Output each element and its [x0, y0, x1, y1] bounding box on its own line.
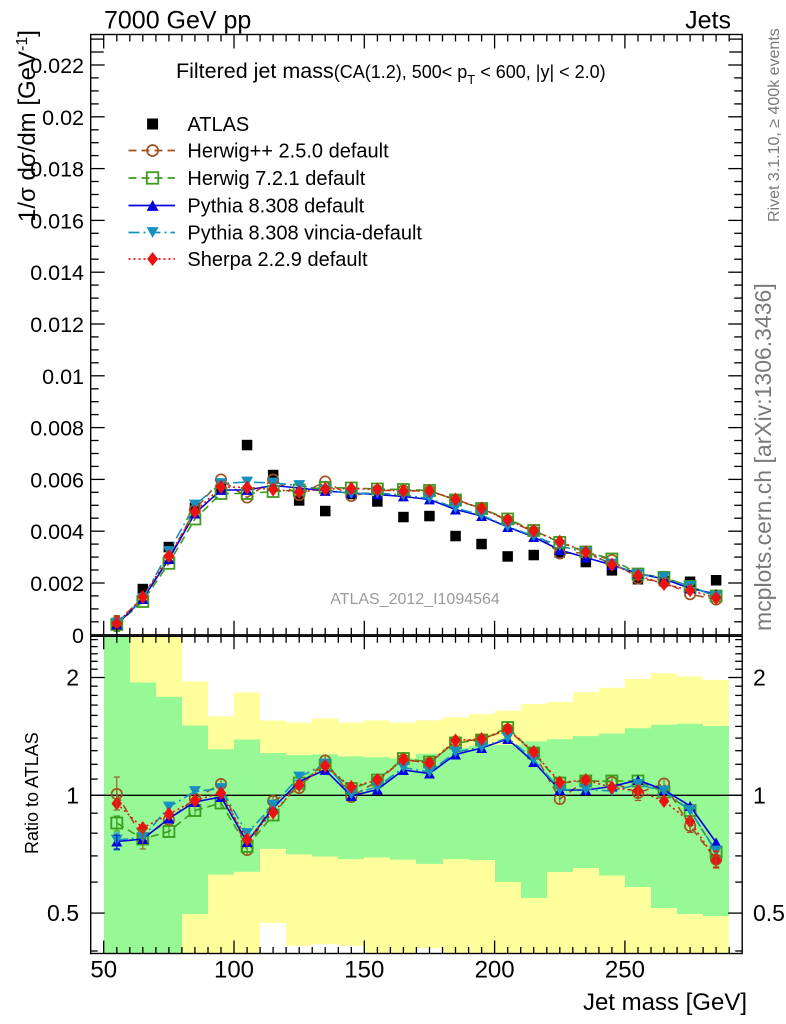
- svg-text:ATLAS_2012_I1094564: ATLAS_2012_I1094564: [330, 591, 500, 608]
- svg-text:1: 1: [66, 782, 79, 808]
- svg-text:0.006: 0.006: [30, 468, 84, 492]
- svg-text:1/σ dσ/dm [GeV-1]: 1/σ dσ/dm [GeV-1]: [14, 30, 41, 222]
- svg-text:50: 50: [90, 957, 117, 984]
- svg-text:Ratio to ATLAS: Ratio to ATLAS: [22, 732, 42, 854]
- svg-text:0.008: 0.008: [30, 417, 84, 441]
- svg-text:0.002: 0.002: [30, 572, 84, 596]
- svg-text:Sherpa 2.2.9 default: Sherpa 2.2.9 default: [187, 249, 368, 271]
- svg-text:Rivet 3.1.10, ≥ 400k events: Rivet 3.1.10, ≥ 400k events: [766, 28, 783, 222]
- svg-text:Pythia 8.308 vincia-default: Pythia 8.308 vincia-default: [187, 223, 422, 245]
- svg-text:0: 0: [72, 624, 84, 648]
- svg-text:150: 150: [344, 957, 384, 984]
- svg-text:250: 250: [605, 957, 645, 984]
- svg-text:1: 1: [753, 782, 766, 808]
- svg-text:0.5: 0.5: [47, 900, 79, 926]
- svg-text:200: 200: [475, 957, 515, 984]
- svg-text:Jets: Jets: [685, 7, 731, 35]
- svg-text:2: 2: [753, 665, 766, 691]
- svg-text:0.004: 0.004: [30, 520, 84, 544]
- svg-text:0.016: 0.016: [30, 209, 84, 233]
- svg-text:Herwig 7.2.1 default: Herwig 7.2.1 default: [187, 168, 365, 190]
- svg-text:100: 100: [214, 957, 254, 984]
- svg-text:mcplots.cern.ch [arXiv:1306.34: mcplots.cern.ch [arXiv:1306.3436]: [750, 283, 776, 631]
- svg-text:Jet mass [GeV]: Jet mass [GeV]: [583, 989, 747, 1016]
- svg-text:2: 2: [66, 665, 79, 691]
- svg-text:0.012: 0.012: [30, 313, 84, 337]
- svg-text:0.022: 0.022: [30, 54, 84, 78]
- svg-text:0.014: 0.014: [30, 261, 84, 285]
- svg-text:Pythia 8.308 default: Pythia 8.308 default: [187, 196, 364, 218]
- svg-text:0.02: 0.02: [42, 106, 84, 130]
- svg-text:Herwig++ 2.5.0 default: Herwig++ 2.5.0 default: [187, 141, 389, 163]
- svg-text:0.018: 0.018: [30, 158, 84, 182]
- svg-text:0.01: 0.01: [42, 365, 84, 389]
- svg-text:7000 GeV pp: 7000 GeV pp: [104, 7, 251, 35]
- svg-text:0.5: 0.5: [753, 900, 785, 926]
- svg-text:ATLAS: ATLAS: [187, 114, 249, 136]
